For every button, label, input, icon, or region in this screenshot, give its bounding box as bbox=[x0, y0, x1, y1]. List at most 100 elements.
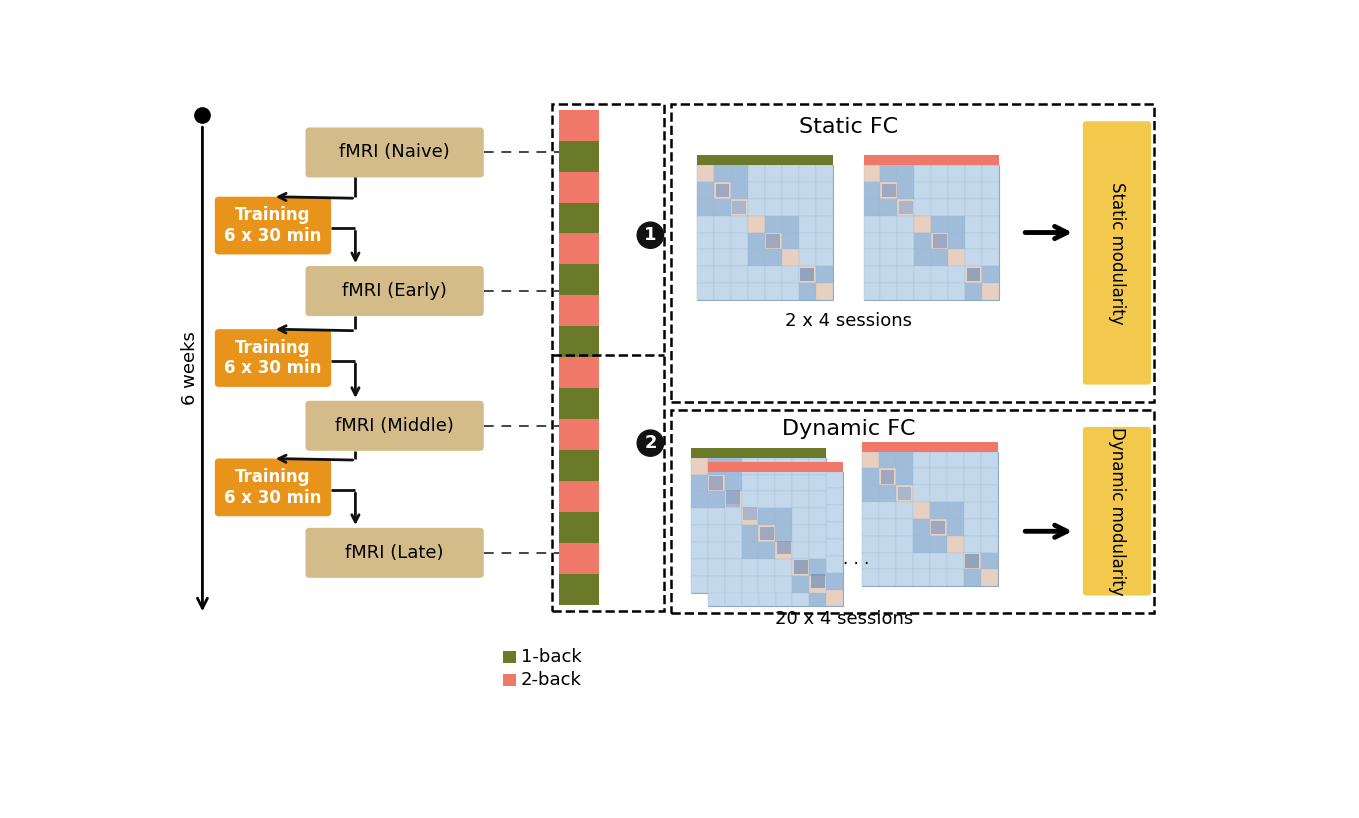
Bar bbox=[983, 249, 999, 266]
Bar bbox=[742, 472, 758, 488]
Bar bbox=[879, 469, 896, 485]
Bar bbox=[947, 553, 964, 569]
Bar bbox=[724, 525, 742, 542]
Bar bbox=[552, 104, 663, 611]
Bar bbox=[934, 234, 947, 248]
Bar bbox=[815, 232, 833, 249]
Bar bbox=[724, 474, 742, 492]
Bar bbox=[863, 266, 881, 283]
Bar bbox=[863, 165, 999, 300]
Bar bbox=[792, 542, 810, 559]
Bar bbox=[697, 232, 713, 249]
Bar bbox=[881, 283, 897, 300]
Bar bbox=[981, 485, 998, 502]
Bar bbox=[810, 522, 826, 539]
Bar bbox=[947, 485, 964, 502]
Bar bbox=[792, 458, 810, 474]
Bar bbox=[742, 555, 758, 573]
Bar bbox=[747, 232, 765, 249]
Bar bbox=[690, 474, 708, 492]
Bar bbox=[947, 569, 964, 587]
Bar bbox=[765, 249, 781, 266]
Bar bbox=[897, 182, 915, 199]
Bar bbox=[931, 283, 949, 300]
Bar bbox=[781, 266, 799, 283]
Bar bbox=[799, 266, 815, 283]
Bar bbox=[947, 536, 964, 553]
Text: Training
6 x 30 min: Training 6 x 30 min bbox=[224, 206, 322, 245]
Text: Training
6 x 30 min: Training 6 x 30 min bbox=[224, 468, 322, 507]
Bar bbox=[826, 539, 844, 555]
FancyBboxPatch shape bbox=[306, 528, 484, 578]
Bar bbox=[915, 216, 931, 232]
Bar bbox=[726, 493, 739, 506]
Bar bbox=[724, 576, 742, 592]
Bar bbox=[559, 357, 599, 389]
Bar bbox=[810, 525, 826, 542]
Bar bbox=[708, 573, 724, 590]
Text: 6 weeks: 6 weeks bbox=[181, 330, 198, 405]
Bar bbox=[713, 165, 731, 182]
Bar bbox=[915, 182, 931, 199]
Bar bbox=[708, 488, 724, 506]
Bar bbox=[742, 525, 758, 542]
Bar bbox=[949, 199, 965, 216]
Text: Static FC: Static FC bbox=[799, 118, 898, 137]
Bar bbox=[815, 249, 833, 266]
Bar bbox=[765, 199, 781, 216]
Bar bbox=[964, 485, 981, 502]
Text: 20 x 4 sessions: 20 x 4 sessions bbox=[775, 610, 913, 628]
Bar bbox=[559, 264, 599, 295]
Bar bbox=[742, 559, 758, 576]
Bar bbox=[897, 165, 915, 182]
FancyBboxPatch shape bbox=[1083, 121, 1151, 384]
Bar bbox=[713, 182, 731, 199]
Bar bbox=[896, 452, 913, 469]
Text: fMRI (Naive): fMRI (Naive) bbox=[340, 143, 450, 161]
Bar bbox=[799, 182, 815, 199]
Bar bbox=[897, 232, 915, 249]
Bar bbox=[792, 508, 810, 525]
Bar bbox=[964, 553, 981, 569]
Bar bbox=[915, 266, 931, 283]
Bar bbox=[826, 573, 844, 590]
Bar bbox=[708, 508, 724, 525]
Text: fMRI (Middle): fMRI (Middle) bbox=[336, 417, 454, 435]
Bar bbox=[815, 216, 833, 232]
Bar bbox=[863, 249, 881, 266]
Bar bbox=[758, 542, 776, 559]
Bar bbox=[758, 573, 776, 590]
Bar bbox=[810, 492, 826, 508]
Bar bbox=[881, 266, 897, 283]
Bar bbox=[965, 249, 983, 266]
Bar bbox=[747, 283, 765, 300]
Bar bbox=[708, 525, 724, 542]
Bar bbox=[690, 448, 826, 458]
Bar bbox=[781, 199, 799, 216]
Bar bbox=[690, 492, 708, 508]
Circle shape bbox=[637, 430, 663, 456]
Bar bbox=[815, 199, 833, 216]
Bar bbox=[776, 472, 792, 488]
Bar bbox=[810, 508, 826, 525]
Text: Dynamic FC: Dynamic FC bbox=[781, 420, 916, 439]
Bar bbox=[758, 458, 776, 474]
Bar bbox=[947, 452, 964, 469]
Bar bbox=[965, 199, 983, 216]
FancyBboxPatch shape bbox=[215, 329, 332, 387]
Bar bbox=[758, 539, 776, 555]
Bar bbox=[776, 590, 792, 606]
Bar bbox=[826, 555, 844, 573]
Bar bbox=[559, 481, 599, 512]
Bar bbox=[983, 182, 999, 199]
Bar bbox=[713, 266, 731, 283]
Bar bbox=[742, 542, 758, 559]
Bar bbox=[776, 508, 792, 525]
FancyBboxPatch shape bbox=[215, 459, 332, 516]
Bar bbox=[965, 232, 983, 249]
Bar bbox=[983, 165, 999, 182]
Bar bbox=[863, 165, 881, 182]
Bar bbox=[881, 165, 897, 182]
Bar bbox=[697, 216, 713, 232]
Bar bbox=[708, 522, 724, 539]
